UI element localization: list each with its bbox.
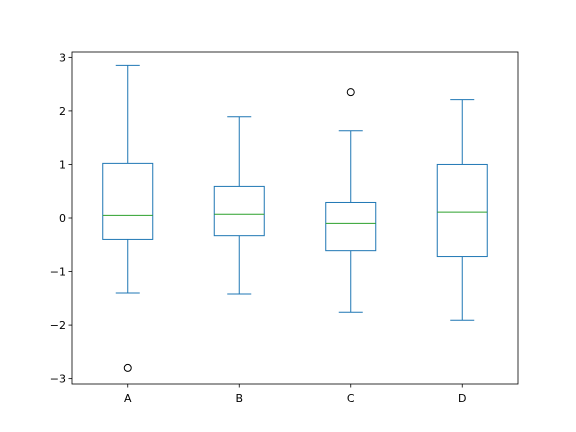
box-iqr [325,201,377,252]
outlier-point [123,363,132,372]
x-tick-label: D [458,392,466,405]
outlier-point [346,88,355,97]
box-iqr [436,163,488,258]
plot-area [102,64,488,372]
y-tick-label: 2 [59,105,66,118]
box-iqr [213,185,265,237]
y-axis: −3 −2 −1 0 1 2 3 [50,51,72,386]
y-tick-label: −3 [50,373,66,386]
box-iqr [102,162,154,240]
y-tick-label: 1 [59,158,66,171]
x-axis: A B C D [124,384,466,405]
y-tick-label: 0 [59,212,66,225]
x-tick-label: C [347,392,355,405]
y-tick-label: −1 [50,266,66,279]
box-group-d [436,99,488,321]
x-tick-label: B [235,392,243,405]
axes-frame [71,51,519,385]
box-group-a [102,64,154,372]
box-group-c [325,88,377,313]
x-tick-label: A [124,392,132,405]
y-tick-label: 3 [59,51,66,64]
y-tick-label: −2 [50,319,66,332]
box-group-b [213,116,265,295]
